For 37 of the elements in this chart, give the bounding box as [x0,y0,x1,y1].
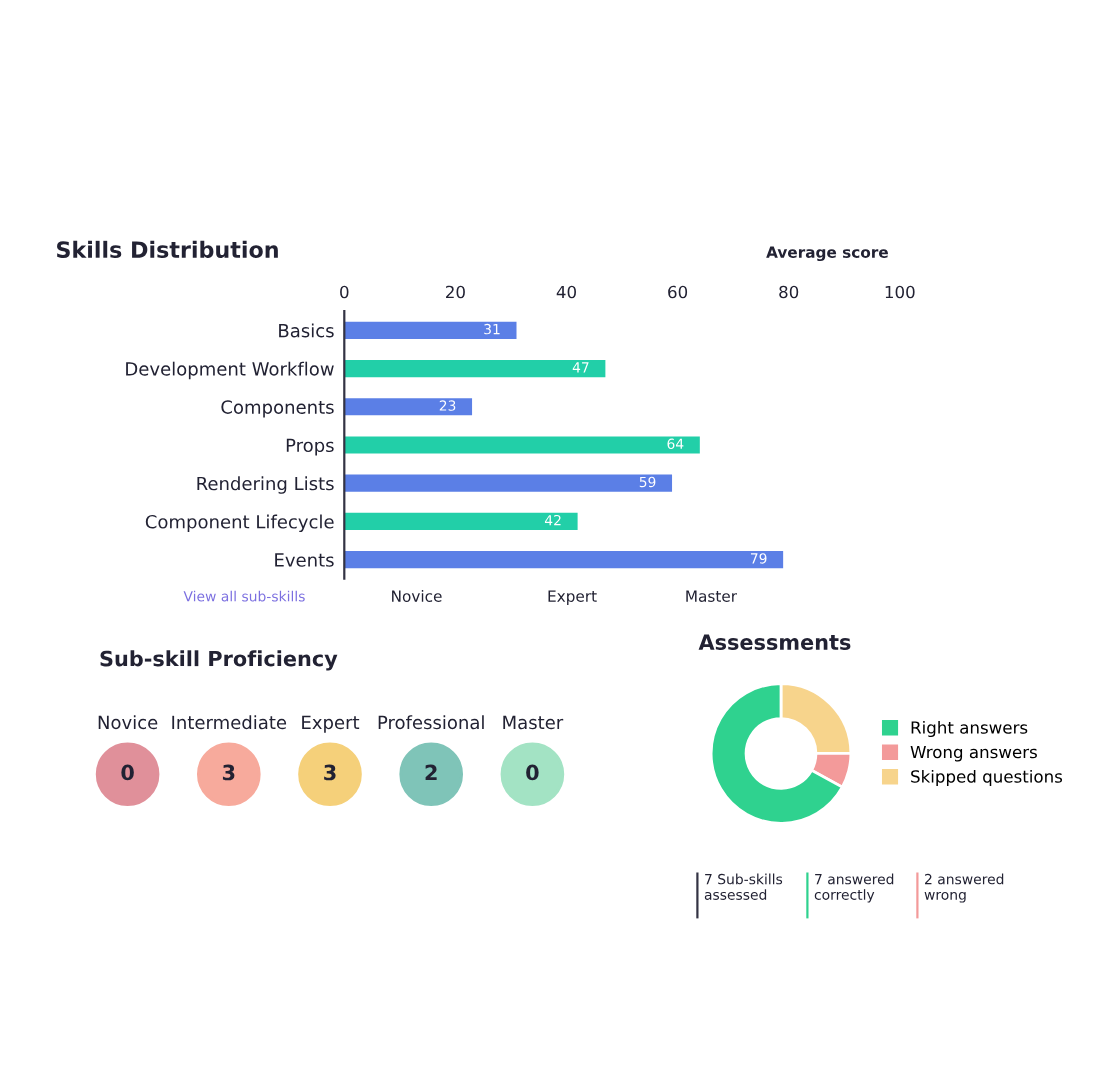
text: Sub-skill Proficiency [100,650,338,671]
y-tick-label: Basics [279,323,334,338]
x-tick-label: 60 [668,285,688,299]
category-label: Master [503,715,564,730]
y-tick-label: Props [286,438,334,456]
y-tick-label: Development Workflow [126,361,334,380]
bar [344,321,517,339]
bar [344,512,578,531]
bar [344,436,700,454]
bar [344,474,673,492]
bar [344,398,473,416]
category-label: Professional [378,715,484,730]
x-tick-label: 0 [340,285,349,299]
donut-slice [709,682,844,825]
x-tick-label: 100 [885,285,915,299]
legend-label: Wrong answers [910,745,1037,762]
data-label: 0 [121,764,134,781]
legend-label: Right answers [911,720,1028,738]
data-label: 2 [425,764,437,781]
data-label: 0 [526,764,539,781]
data-label: 3 [324,764,336,781]
chart-title: Assessments [698,634,851,651]
x-tick-label: 40 [556,285,576,299]
x-tick-label: 80 [779,285,799,299]
y-tick-label: Components [221,400,334,418]
y-tick-label: Rendering Lists [197,476,334,494]
y-tick-label: Component Lifecycle [145,514,334,533]
data-label: 3 [222,764,235,781]
y-tick-label: Events [275,553,334,567]
category-label: Novice [98,715,158,730]
chart-title: Skills Distribution [57,240,278,259]
x-tick-label: 20 [446,285,465,299]
legend-label: Skipped questions [911,769,1063,787]
bar [344,359,606,378]
category-label: Intermediate [172,715,287,730]
category-label: Expert [302,715,360,733]
bar [344,551,784,569]
